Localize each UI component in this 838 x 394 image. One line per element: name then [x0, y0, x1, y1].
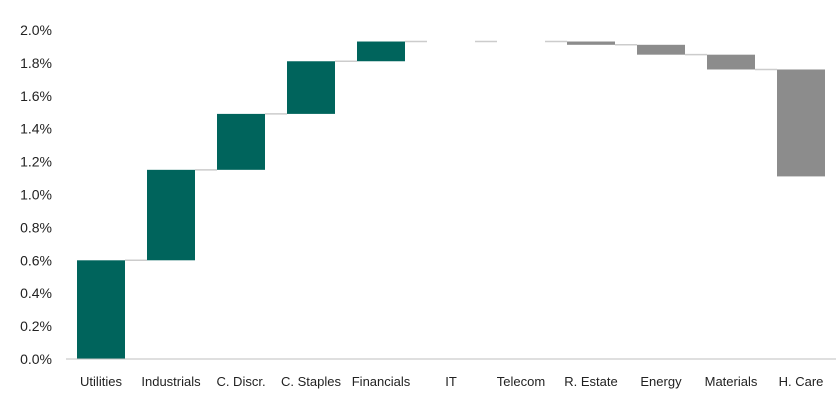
y-tick-label: 0.8%: [20, 219, 52, 235]
y-tick-label: 1.2%: [20, 154, 52, 170]
bars: [77, 41, 825, 359]
x-category-label: Industrials: [141, 374, 201, 389]
y-axis: 0.0% 0.2% 0.4% 0.6% 0.8% 1.0% 1.2% 1.4% 1.6% 1.8%…: [20, 22, 52, 367]
x-category-label: C. Staples: [281, 374, 341, 389]
y-tick-label: 1.0%: [20, 187, 52, 203]
y-tick-label: 0.4%: [20, 285, 52, 301]
bar-c-discr: [217, 113, 265, 170]
x-category-label: Financials: [352, 374, 411, 389]
x-category-label: IT: [445, 374, 457, 389]
x-category-label: H. Care: [779, 374, 824, 389]
x-axis: Utilities Industrials C. Discr. C. Staples F…: [80, 374, 823, 389]
bar-industrials: [147, 169, 195, 261]
y-tick-label: 0.2%: [20, 318, 52, 334]
y-tick-label: 1.8%: [20, 55, 52, 71]
bar-utilities: [77, 260, 125, 359]
bar-h-care: [777, 69, 825, 177]
x-category-label: Utilities: [80, 374, 122, 389]
x-category-label: Materials: [705, 374, 758, 389]
y-tick-label: 0.0%: [20, 351, 52, 367]
x-category-label: R. Estate: [564, 374, 617, 389]
y-tick-label: 2.0%: [20, 22, 52, 38]
bar-c-staples: [287, 61, 335, 114]
connector-lines: [125, 40, 777, 262]
y-tick-label: 0.6%: [20, 252, 52, 268]
bar-energy: [637, 44, 685, 55]
bar-r-estate: [567, 41, 615, 45]
bar-financials: [357, 41, 405, 62]
y-tick-label: 1.6%: [20, 88, 52, 104]
x-category-label: C. Discr.: [216, 374, 265, 389]
bar-materials: [707, 54, 755, 70]
x-category-label: Telecom: [497, 374, 545, 389]
y-tick-label: 1.4%: [20, 121, 52, 137]
x-category-label: Energy: [640, 374, 682, 389]
